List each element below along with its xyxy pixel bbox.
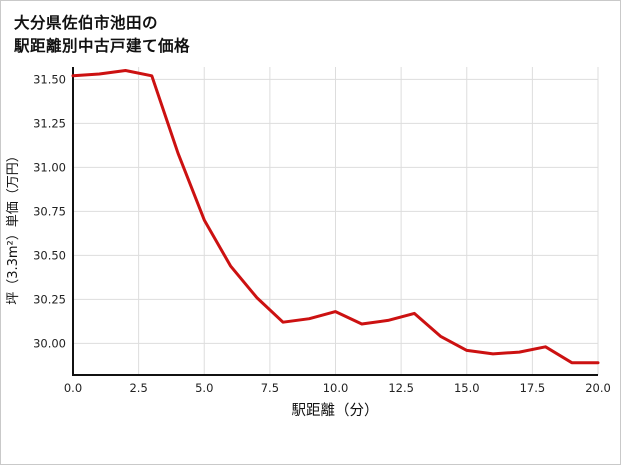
y-tick-label: 30.00: [33, 336, 66, 350]
axis-layer: [72, 66, 598, 376]
price-line: [71, 68, 600, 364]
x-tick-label: 5.0: [195, 381, 213, 395]
y-axis-label: 坪（3.3m²）単価（万円）: [5, 149, 21, 305]
chart-title-line2: 駅距離別中古戸建て価格: [14, 37, 191, 56]
x-tick-label: 7.5: [261, 381, 279, 395]
x-tick-label: 0.0: [64, 381, 82, 395]
series-layer: [71, 68, 600, 364]
x-axis-label: 駅距離（分）: [292, 401, 379, 419]
label-layer: 駅距離（分） 坪（3.3m²）単価（万円） 0.0 2.5 5.0 7.5 10.0 12…: [5, 72, 611, 419]
x-tick-label: 2.5: [129, 381, 147, 395]
x-tick-label: 12.5: [388, 381, 414, 395]
x-tick-label: 15.0: [454, 381, 480, 395]
y-tick-label: 31.50: [33, 72, 66, 86]
x-tick-label: 10.0: [323, 381, 349, 395]
line-chart: 駅距離（分） 坪（3.3m²）単価（万円） 0.0 2.5 5.0 7.5 10.0 12…: [5, 66, 611, 419]
y-tick-label: 30.50: [33, 248, 66, 262]
chart-title: 大分県佐伯市池田の 駅距離別中古戸建て価格: [1, 1, 620, 59]
y-tick-label: 30.25: [33, 292, 66, 306]
chart-title-line1: 大分県佐伯市池田の: [14, 14, 159, 32]
y-tick-label: 31.00: [33, 160, 66, 174]
x-tick-label: 17.5: [520, 381, 546, 395]
y-tick-label: 31.25: [33, 116, 66, 130]
grid-layer: [72, 66, 599, 375]
y-tick-label: 30.75: [33, 204, 66, 218]
x-tick-label: 20.0: [585, 381, 611, 395]
